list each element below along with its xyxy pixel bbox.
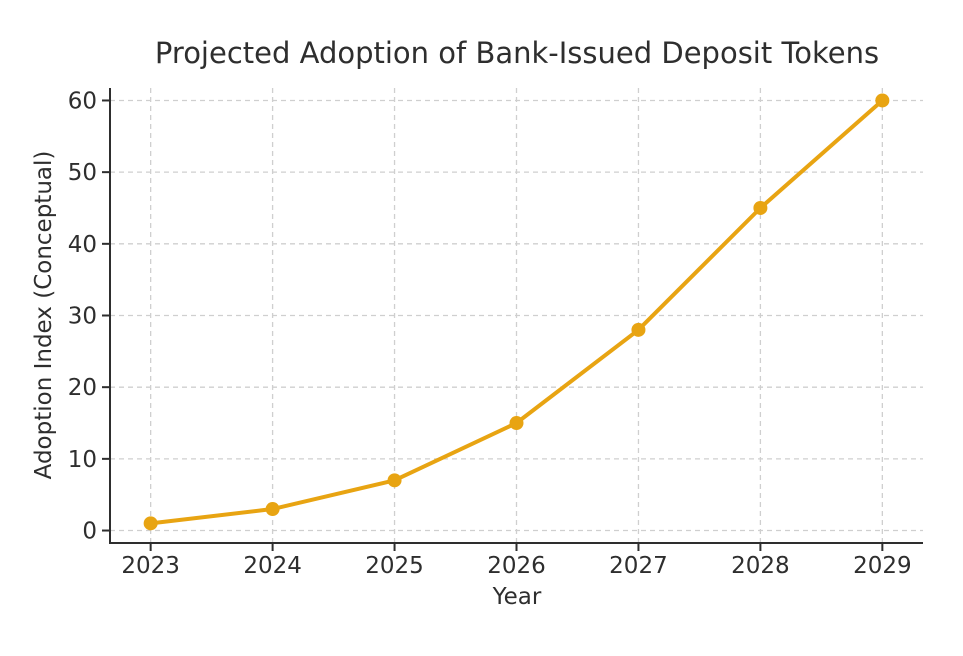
x-tick-label: 2025 bbox=[365, 553, 424, 579]
y-tick-label: 30 bbox=[68, 304, 97, 330]
data-point bbox=[631, 322, 646, 337]
y-tick-label: 50 bbox=[68, 160, 97, 186]
x-tick-label: 2027 bbox=[609, 553, 668, 579]
x-tick-label: 2023 bbox=[121, 553, 180, 579]
data-point bbox=[509, 416, 524, 431]
y-tick-label: 40 bbox=[68, 232, 97, 258]
data-point bbox=[875, 93, 890, 108]
chart-title: Projected Adoption of Bank-Issued Deposi… bbox=[154, 36, 880, 70]
x-tick-label: 2024 bbox=[243, 553, 302, 579]
x-axis-label: Year bbox=[492, 584, 542, 610]
data-point bbox=[753, 200, 768, 215]
data-point bbox=[143, 516, 158, 531]
y-tick-label: 60 bbox=[68, 88, 97, 114]
data-point bbox=[387, 473, 402, 488]
x-tick-label: 2026 bbox=[487, 553, 546, 579]
y-tick-label: 20 bbox=[68, 375, 97, 401]
y-tick-label: 0 bbox=[82, 519, 97, 545]
x-tick-label: 2028 bbox=[731, 553, 790, 579]
data-point bbox=[265, 502, 280, 517]
y-tick-label: 10 bbox=[68, 447, 97, 473]
x-tick-label: 2029 bbox=[853, 553, 912, 579]
